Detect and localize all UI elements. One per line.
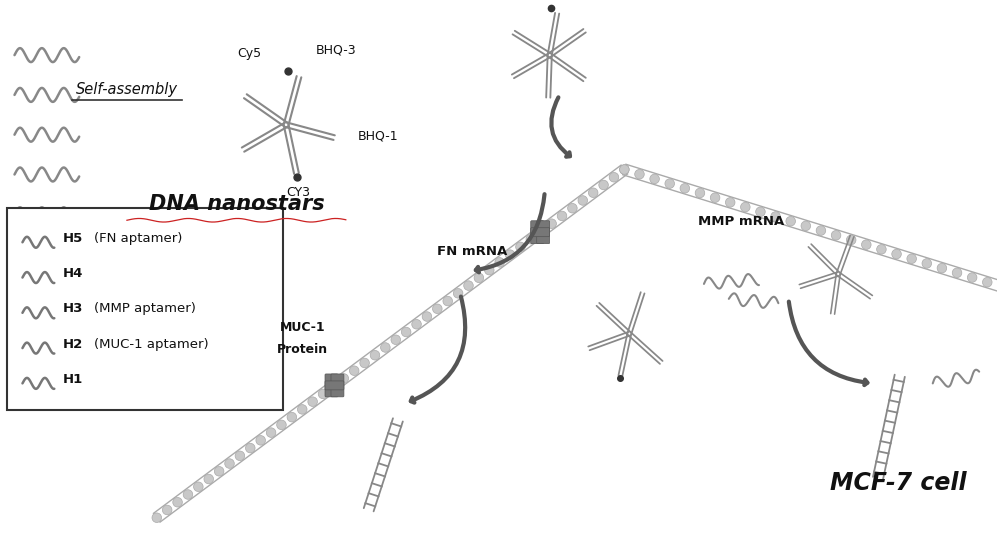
Circle shape	[862, 240, 871, 250]
Circle shape	[266, 428, 276, 437]
Circle shape	[214, 467, 224, 476]
Text: H5: H5	[62, 232, 83, 245]
Text: BHQ-3: BHQ-3	[316, 43, 357, 56]
Text: CY3: CY3	[286, 186, 310, 199]
Circle shape	[557, 211, 567, 220]
Circle shape	[695, 188, 705, 198]
Circle shape	[937, 264, 947, 273]
FancyBboxPatch shape	[325, 381, 344, 390]
Text: Cy5: Cy5	[237, 47, 261, 60]
Text: (FN aptamer): (FN aptamer)	[94, 232, 182, 245]
Circle shape	[474, 273, 484, 282]
Circle shape	[568, 203, 577, 213]
Circle shape	[308, 397, 317, 406]
Circle shape	[495, 258, 504, 267]
Circle shape	[443, 296, 452, 306]
Circle shape	[453, 288, 463, 298]
Circle shape	[401, 327, 411, 337]
Text: MUC-1: MUC-1	[280, 321, 325, 334]
Circle shape	[349, 366, 359, 376]
Circle shape	[329, 382, 338, 391]
Circle shape	[204, 474, 214, 484]
Circle shape	[786, 216, 795, 226]
Text: (MUC-1 aptamer): (MUC-1 aptamer)	[94, 337, 209, 350]
Circle shape	[635, 169, 644, 179]
FancyBboxPatch shape	[531, 227, 550, 237]
Circle shape	[391, 335, 401, 344]
Circle shape	[952, 268, 962, 278]
Text: H4: H4	[62, 267, 83, 280]
Circle shape	[516, 242, 525, 252]
Circle shape	[741, 202, 750, 212]
Circle shape	[360, 358, 369, 368]
Circle shape	[422, 312, 432, 321]
Text: H2: H2	[62, 337, 83, 350]
Circle shape	[277, 420, 286, 430]
FancyBboxPatch shape	[7, 208, 283, 410]
Circle shape	[464, 281, 473, 291]
Circle shape	[907, 254, 916, 264]
Circle shape	[318, 389, 328, 399]
Text: Self-assembly: Self-assembly	[76, 82, 178, 98]
Circle shape	[725, 198, 735, 207]
FancyBboxPatch shape	[531, 221, 544, 244]
Circle shape	[983, 278, 992, 287]
Circle shape	[620, 165, 629, 174]
Circle shape	[381, 343, 390, 353]
Circle shape	[225, 459, 234, 468]
Circle shape	[433, 304, 442, 314]
Circle shape	[650, 174, 659, 184]
Circle shape	[680, 183, 690, 193]
Circle shape	[665, 179, 674, 188]
Circle shape	[256, 436, 265, 445]
Circle shape	[801, 221, 811, 231]
Circle shape	[816, 226, 826, 236]
Circle shape	[922, 259, 932, 268]
Circle shape	[162, 505, 172, 515]
Circle shape	[526, 234, 536, 244]
Circle shape	[235, 451, 245, 461]
FancyBboxPatch shape	[325, 374, 338, 397]
Circle shape	[846, 235, 856, 245]
Text: BHQ-1: BHQ-1	[358, 130, 398, 143]
Circle shape	[756, 207, 765, 217]
Text: Protein: Protein	[277, 343, 328, 356]
Circle shape	[892, 249, 901, 259]
Circle shape	[297, 405, 307, 414]
Circle shape	[287, 412, 297, 422]
Circle shape	[967, 273, 977, 282]
Circle shape	[547, 219, 556, 229]
Circle shape	[246, 443, 255, 453]
Circle shape	[152, 513, 162, 522]
Circle shape	[536, 226, 546, 236]
Circle shape	[412, 320, 421, 329]
Circle shape	[173, 497, 182, 507]
Circle shape	[877, 245, 886, 254]
Text: H1: H1	[62, 373, 83, 386]
Circle shape	[710, 193, 720, 203]
Circle shape	[485, 265, 494, 275]
Circle shape	[588, 188, 598, 197]
Circle shape	[771, 212, 780, 221]
Circle shape	[578, 196, 588, 205]
Text: MCF-7 cell: MCF-7 cell	[830, 471, 966, 495]
Circle shape	[370, 350, 380, 360]
Circle shape	[505, 250, 515, 259]
FancyBboxPatch shape	[331, 374, 344, 397]
Circle shape	[998, 282, 1000, 292]
Text: FN mRNA: FN mRNA	[437, 245, 507, 258]
FancyBboxPatch shape	[537, 221, 550, 244]
Circle shape	[599, 180, 608, 190]
Circle shape	[183, 490, 193, 499]
Text: MMP mRNA: MMP mRNA	[698, 215, 784, 228]
Circle shape	[831, 231, 841, 240]
Circle shape	[194, 482, 203, 492]
Text: H3: H3	[62, 302, 83, 315]
Text: DNA nanostars: DNA nanostars	[149, 195, 324, 215]
Text: (MMP aptamer): (MMP aptamer)	[94, 302, 196, 315]
Circle shape	[339, 374, 349, 383]
Circle shape	[620, 165, 629, 174]
Circle shape	[609, 172, 619, 182]
